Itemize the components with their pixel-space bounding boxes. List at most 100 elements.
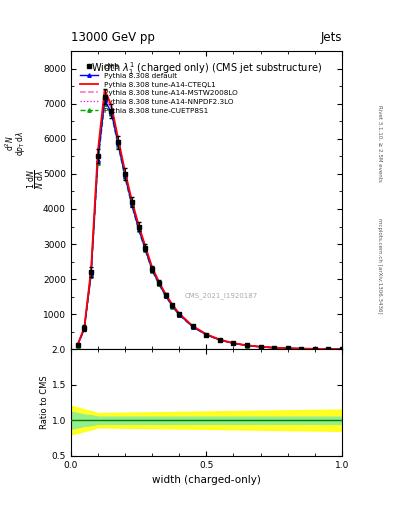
Pythia 8.308 tune-A14-NNPDF2.3LO [143,245,148,251]
Pythia 8.308 tune-CUETP8S1 [170,304,175,310]
Pythia 8.308 tune-A14-NNPDF2.3LO [129,199,134,205]
Pythia 8.308 default [116,141,121,147]
Pythia 8.308 tune-A14-MSTW2008LO [231,340,236,346]
Pythia 8.308 default [75,343,80,349]
Pythia 8.308 tune-A14-MSTW2008LO [75,342,80,348]
Pythia 8.308 tune-A14-NNPDF2.3LO [116,138,121,144]
Line: Pythia 8.308 tune-A14-NNPDF2.3LO: Pythia 8.308 tune-A14-NNPDF2.3LO [77,93,342,349]
Pythia 8.308 tune-CUETP8S1 [326,346,331,352]
Pythia 8.308 default [218,337,222,343]
Pythia 8.308 tune-A14-MSTW2008LO [82,325,86,331]
Pythia 8.308 default [95,157,100,163]
Pythia 8.308 tune-CUETP8S1 [299,346,303,352]
Pythia 8.308 tune-A14-NNPDF2.3LO [218,337,222,343]
Pythia 8.308 tune-CUETP8S1 [109,111,114,117]
Pythia 8.308 tune-A14-NNPDF2.3LO [299,346,303,352]
Pythia 8.308 tune-A14-NNPDF2.3LO [258,344,263,350]
Pythia 8.308 tune-A14-MSTW2008LO [244,343,250,349]
Text: 13000 GeV pp: 13000 GeV pp [71,31,154,44]
Pythia 8.308 tune-CUETP8S1 [285,345,290,351]
Pythia 8.308 tune-A14-NNPDF2.3LO [231,340,236,346]
Line: Pythia 8.308 default: Pythia 8.308 default [76,98,343,351]
Text: $\mathrm{d}^2N$: $\mathrm{d}^2N$ [4,135,17,152]
Pythia 8.308 tune-A14-CTEQL1 [299,346,303,352]
Pythia 8.308 tune-A14-MSTW2008LO [109,107,114,113]
Pythia 8.308 default [129,201,134,207]
Pythia 8.308 tune-A14-MSTW2008LO [150,266,154,272]
Pythia 8.308 tune-CUETP8S1 [150,268,154,274]
X-axis label: width (charged-only): width (charged-only) [152,475,261,485]
Pythia 8.308 tune-A14-MSTW2008LO [102,92,107,98]
Pythia 8.308 tune-CUETP8S1 [129,202,134,208]
Pythia 8.308 tune-CUETP8S1 [143,247,148,253]
Pythia 8.308 default [156,280,161,286]
Pythia 8.308 default [204,332,209,338]
Pythia 8.308 tune-A14-CTEQL1 [95,148,100,154]
Pythia 8.308 tune-A14-CTEQL1 [75,342,80,348]
Pythia 8.308 tune-A14-CTEQL1 [123,168,127,174]
Pythia 8.308 tune-A14-CTEQL1 [177,310,182,316]
Pythia 8.308 tune-A14-CTEQL1 [272,345,276,351]
Pythia 8.308 tune-A14-NNPDF2.3LO [204,331,209,337]
Pythia 8.308 tune-A14-CTEQL1 [89,266,94,272]
Pythia 8.308 default [231,340,236,347]
Pythia 8.308 tune-A14-CTEQL1 [231,340,236,346]
Pythia 8.308 tune-A14-MSTW2008LO [204,331,209,337]
Pythia 8.308 tune-A14-CTEQL1 [150,264,154,270]
Text: CMS_2021_I1920187: CMS_2021_I1920187 [185,292,258,299]
Pythia 8.308 tune-A14-NNPDF2.3LO [136,223,141,229]
Pythia 8.308 tune-A14-NNPDF2.3LO [272,345,276,351]
Line: Pythia 8.308 tune-A14-CTEQL1: Pythia 8.308 tune-A14-CTEQL1 [77,90,342,349]
Pythia 8.308 default [102,97,107,103]
Pythia 8.308 tune-A14-CTEQL1 [285,345,290,351]
Legend: CMS, Pythia 8.308 default, Pythia 8.308 tune-A14-CTEQL1, Pythia 8.308 tune-A14-M: CMS, Pythia 8.308 default, Pythia 8.308 … [80,64,237,114]
Pythia 8.308 tune-A14-CTEQL1 [312,346,317,352]
Pythia 8.308 tune-CUETP8S1 [102,101,107,107]
Pythia 8.308 tune-A14-NNPDF2.3LO [75,342,80,348]
Pythia 8.308 tune-CUETP8S1 [177,312,182,318]
Pythia 8.308 tune-CUETP8S1 [244,343,250,349]
Pythia 8.308 tune-A14-MSTW2008LO [123,170,127,177]
Pythia 8.308 tune-A14-CTEQL1 [218,336,222,343]
Pythia 8.308 tune-A14-MSTW2008LO [190,324,195,330]
Pythia 8.308 tune-A14-NNPDF2.3LO [102,90,107,96]
Pythia 8.308 tune-CUETP8S1 [258,344,263,350]
Pythia 8.308 default [136,225,141,231]
Pythia 8.308 tune-A14-CTEQL1 [170,302,175,308]
Pythia 8.308 tune-A14-MSTW2008LO [143,245,148,251]
Pythia 8.308 tune-A14-MSTW2008LO [272,345,276,351]
Line: Pythia 8.308 tune-CUETP8S1: Pythia 8.308 tune-CUETP8S1 [76,102,343,351]
Pythia 8.308 tune-CUETP8S1 [163,293,168,300]
Pythia 8.308 default [163,292,168,298]
Pythia 8.308 tune-A14-CTEQL1 [129,197,134,203]
Pythia 8.308 default [150,267,154,273]
Pythia 8.308 tune-A14-CTEQL1 [82,325,86,331]
Pythia 8.308 tune-A14-CTEQL1 [190,323,195,329]
Pythia 8.308 default [123,173,127,179]
Text: Rivet 3.1.10, ≥ 2.5M events: Rivet 3.1.10, ≥ 2.5M events [377,105,382,182]
Pythia 8.308 tune-A14-CTEQL1 [109,102,114,109]
Pythia 8.308 default [326,346,331,352]
Pythia 8.308 tune-CUETP8S1 [218,337,222,343]
Pythia 8.308 tune-CUETP8S1 [95,160,100,166]
Pythia 8.308 tune-A14-MSTW2008LO [129,199,134,205]
Pythia 8.308 default [89,271,94,277]
Pythia 8.308 tune-CUETP8S1 [340,346,344,352]
Pythia 8.308 tune-A14-NNPDF2.3LO [150,266,154,272]
Pythia 8.308 tune-CUETP8S1 [136,227,141,233]
Pythia 8.308 tune-A14-NNPDF2.3LO [82,325,86,331]
Pythia 8.308 tune-A14-CTEQL1 [244,342,250,348]
Text: mcplots.cern.ch [arXiv:1306.3436]: mcplots.cern.ch [arXiv:1306.3436] [377,219,382,314]
Pythia 8.308 tune-CUETP8S1 [231,340,236,347]
Pythia 8.308 tune-A14-MSTW2008LO [163,292,168,298]
Pythia 8.308 tune-CUETP8S1 [204,332,209,338]
Pythia 8.308 tune-A14-NNPDF2.3LO [156,280,161,286]
Pythia 8.308 tune-CUETP8S1 [82,326,86,332]
Pythia 8.308 tune-A14-MSTW2008LO [285,345,290,351]
Pythia 8.308 tune-A14-MSTW2008LO [177,311,182,317]
Pythia 8.308 tune-A14-MSTW2008LO [89,269,94,275]
Pythia 8.308 tune-A14-MSTW2008LO [258,344,263,350]
Pythia 8.308 tune-A14-MSTW2008LO [136,224,141,230]
Pythia 8.308 tune-A14-NNPDF2.3LO [109,106,114,112]
Pythia 8.308 tune-A14-CTEQL1 [340,346,344,352]
